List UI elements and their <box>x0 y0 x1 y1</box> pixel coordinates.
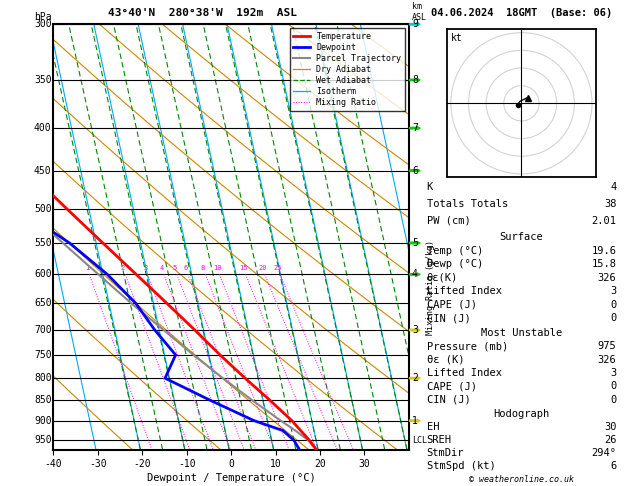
Text: 8: 8 <box>201 265 205 271</box>
Text: 10: 10 <box>213 265 221 271</box>
Text: StmSpd (kt): StmSpd (kt) <box>426 461 495 471</box>
Text: 400: 400 <box>34 123 52 133</box>
Text: 15: 15 <box>239 265 247 271</box>
Text: θε(K): θε(K) <box>426 273 458 283</box>
Text: 1: 1 <box>412 416 418 426</box>
Text: 600: 600 <box>34 269 52 279</box>
Text: 750: 750 <box>34 350 52 360</box>
Text: 350: 350 <box>34 75 52 85</box>
Text: 5: 5 <box>172 265 177 271</box>
Text: CIN (J): CIN (J) <box>426 313 470 323</box>
Text: 4: 4 <box>412 269 418 279</box>
Text: km
ASL: km ASL <box>412 2 427 22</box>
Text: 0: 0 <box>610 300 616 310</box>
Text: 0: 0 <box>610 381 616 391</box>
Text: 19.6: 19.6 <box>591 245 616 256</box>
Text: 20: 20 <box>258 265 267 271</box>
Text: 975: 975 <box>598 341 616 351</box>
X-axis label: Dewpoint / Temperature (°C): Dewpoint / Temperature (°C) <box>147 473 316 484</box>
Text: 30: 30 <box>604 422 616 432</box>
Text: Dewp (°C): Dewp (°C) <box>426 259 483 269</box>
Text: 38: 38 <box>604 199 616 209</box>
Text: Hodograph: Hodograph <box>493 409 550 419</box>
Text: 25: 25 <box>273 265 282 271</box>
Text: 6: 6 <box>610 461 616 471</box>
Text: Temp (°C): Temp (°C) <box>426 245 483 256</box>
Text: 950: 950 <box>34 435 52 445</box>
Text: LCL: LCL <box>412 435 427 445</box>
Text: Lifted Index: Lifted Index <box>426 368 501 378</box>
Text: CAPE (J): CAPE (J) <box>426 381 477 391</box>
Text: 6: 6 <box>412 166 418 175</box>
Text: 500: 500 <box>34 204 52 214</box>
Text: 0: 0 <box>610 395 616 405</box>
Text: 8: 8 <box>412 75 418 85</box>
Text: 300: 300 <box>34 19 52 29</box>
Text: 0: 0 <box>610 313 616 323</box>
Text: 4: 4 <box>160 265 164 271</box>
Text: © weatheronline.co.uk: © weatheronline.co.uk <box>469 474 574 484</box>
Text: 326: 326 <box>598 354 616 364</box>
Text: PW (cm): PW (cm) <box>426 216 470 226</box>
Text: 550: 550 <box>34 238 52 248</box>
Legend: Temperature, Dewpoint, Parcel Trajectory, Dry Adiabat, Wet Adiabat, Isotherm, Mi: Temperature, Dewpoint, Parcel Trajectory… <box>290 29 404 111</box>
Text: Totals Totals: Totals Totals <box>426 199 508 209</box>
Text: 4: 4 <box>610 182 616 192</box>
Text: StmDir: StmDir <box>426 448 464 458</box>
Text: Pressure (mb): Pressure (mb) <box>426 341 508 351</box>
Text: 6: 6 <box>184 265 187 271</box>
Text: 43°40'N  280°38'W  192m  ASL: 43°40'N 280°38'W 192m ASL <box>108 8 298 18</box>
Text: 2.01: 2.01 <box>591 216 616 226</box>
Text: 900: 900 <box>34 416 52 426</box>
Text: 3: 3 <box>610 368 616 378</box>
Text: 450: 450 <box>34 166 52 175</box>
Text: 9: 9 <box>412 19 418 29</box>
Text: EH: EH <box>426 422 439 432</box>
Text: 700: 700 <box>34 325 52 335</box>
Text: Mixing Ratio (g/kg): Mixing Ratio (g/kg) <box>426 241 435 335</box>
Text: hPa: hPa <box>34 12 52 22</box>
Text: kt: kt <box>451 33 462 43</box>
Text: 294°: 294° <box>591 448 616 458</box>
Text: 7: 7 <box>412 123 418 133</box>
Text: 1: 1 <box>85 265 89 271</box>
Text: 3: 3 <box>143 265 147 271</box>
Text: CAPE (J): CAPE (J) <box>426 300 477 310</box>
Text: SREH: SREH <box>426 435 452 445</box>
Text: 3: 3 <box>610 286 616 296</box>
Text: CIN (J): CIN (J) <box>426 395 470 405</box>
Text: 850: 850 <box>34 395 52 405</box>
Text: Most Unstable: Most Unstable <box>481 328 562 338</box>
Text: K: K <box>426 182 433 192</box>
Text: Surface: Surface <box>499 232 543 242</box>
Text: 650: 650 <box>34 298 52 308</box>
Text: 5: 5 <box>412 238 418 248</box>
Text: 26: 26 <box>604 435 616 445</box>
Text: 326: 326 <box>598 273 616 283</box>
Text: θε (K): θε (K) <box>426 354 464 364</box>
Text: 2: 2 <box>121 265 125 271</box>
Text: 3: 3 <box>412 325 418 335</box>
Text: 2: 2 <box>412 373 418 383</box>
Text: 15.8: 15.8 <box>591 259 616 269</box>
Text: 04.06.2024  18GMT  (Base: 06): 04.06.2024 18GMT (Base: 06) <box>431 8 612 18</box>
Text: Lifted Index: Lifted Index <box>426 286 501 296</box>
Text: 800: 800 <box>34 373 52 383</box>
